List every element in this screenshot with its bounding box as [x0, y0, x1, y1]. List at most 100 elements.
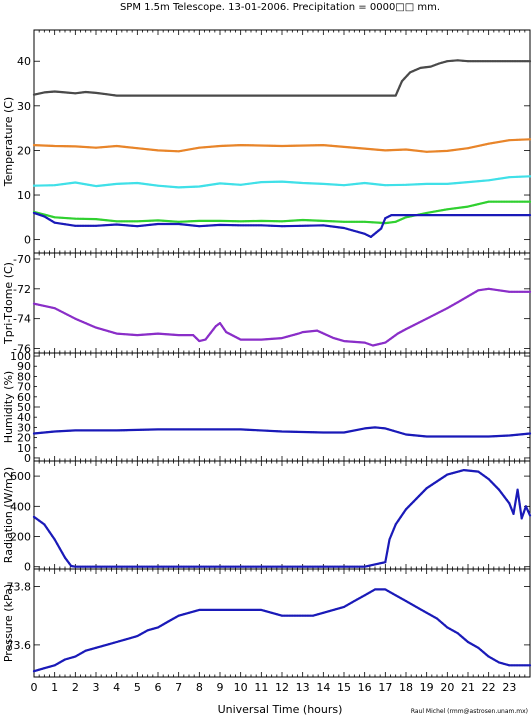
data-point [141, 333, 144, 336]
data-point [244, 565, 247, 568]
data-point [358, 597, 361, 600]
data-point [256, 144, 259, 147]
data-point [188, 148, 190, 151]
data-point [118, 220, 121, 223]
data-point [521, 175, 524, 178]
data-point [456, 59, 459, 62]
data-point [405, 328, 407, 330]
data-point [356, 220, 358, 223]
data-point [367, 235, 370, 237]
data-point [441, 309, 444, 312]
data-point [66, 217, 69, 220]
data-point [526, 290, 529, 293]
data-point [389, 338, 392, 340]
data-point [254, 94, 257, 97]
data-point [430, 150, 433, 153]
y-tick-label: 50 [17, 401, 31, 414]
data-point [157, 219, 159, 222]
data-point [337, 145, 340, 148]
data-point [410, 603, 413, 605]
data-point [524, 60, 526, 63]
data-point [474, 60, 477, 63]
y-tick-label: 0 [24, 561, 31, 574]
data-point [288, 225, 291, 227]
data-point [150, 94, 153, 97]
data-point [451, 207, 454, 210]
data-point [220, 565, 222, 568]
data-point [146, 220, 149, 222]
data-point [397, 184, 400, 186]
y-tick-label: 30 [17, 421, 31, 434]
data-point [84, 649, 87, 652]
data-point [155, 565, 158, 568]
data-point [407, 148, 410, 151]
data-point [151, 333, 154, 335]
data-point [92, 146, 95, 149]
data-point [203, 225, 206, 227]
data-point [398, 85, 401, 87]
data-point [503, 495, 506, 498]
data-point [154, 219, 157, 222]
data-point [482, 435, 485, 438]
data-point [392, 149, 394, 151]
data-point [89, 565, 91, 568]
data-point [360, 94, 363, 97]
data-point [459, 634, 462, 637]
data-point [292, 334, 295, 336]
data-point [227, 565, 230, 568]
data-point [322, 183, 325, 185]
data-point [175, 565, 178, 568]
data-point [487, 214, 489, 216]
data-point [217, 323, 219, 326]
data-point [403, 77, 406, 80]
data-point [229, 94, 232, 97]
data-point [58, 547, 61, 550]
data-point [430, 214, 432, 216]
data-point [131, 224, 134, 227]
data-point [91, 429, 94, 432]
data-point [286, 94, 289, 97]
data-point [477, 60, 479, 63]
data-point [225, 565, 227, 568]
data-point [370, 236, 372, 238]
data-point [268, 181, 270, 183]
data-point [289, 565, 292, 568]
data-point [526, 138, 529, 141]
data-point [252, 224, 255, 227]
data-point [350, 229, 353, 232]
data-point [294, 565, 297, 568]
data-point [79, 217, 82, 220]
data-point [51, 144, 53, 147]
data-point [394, 594, 397, 597]
data-point [291, 565, 294, 568]
data-point [120, 224, 123, 226]
data-point [506, 214, 509, 216]
data-point [113, 94, 115, 97]
data-point [415, 434, 418, 437]
data-point [456, 148, 459, 151]
data-point [374, 563, 376, 566]
data-point [296, 225, 299, 227]
data-point [262, 565, 264, 568]
data-point [180, 334, 182, 336]
data-point [195, 220, 198, 222]
data-point [299, 224, 301, 227]
data-point [95, 326, 97, 329]
data-point [368, 148, 371, 150]
data-point [350, 220, 353, 223]
data-point [198, 220, 201, 222]
data-point [265, 224, 268, 227]
data-point [445, 214, 447, 216]
data-point [390, 533, 393, 536]
data-point [149, 223, 152, 226]
data-point [469, 146, 472, 149]
data-point [151, 223, 154, 226]
data-point [335, 183, 338, 186]
data-point [366, 221, 369, 223]
data-point [334, 565, 336, 568]
data-point [219, 220, 221, 222]
data-point [208, 609, 211, 611]
data-point [91, 565, 94, 568]
data-point [371, 564, 374, 566]
data-point [366, 342, 369, 345]
